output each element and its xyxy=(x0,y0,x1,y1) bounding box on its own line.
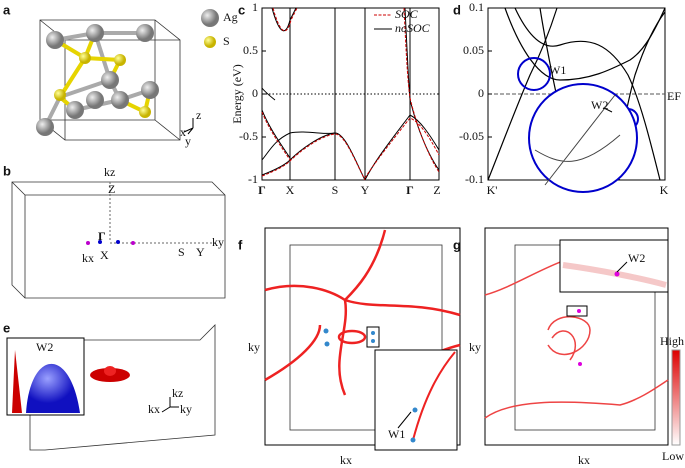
axis-label: kx xyxy=(148,402,160,416)
panel-label: d xyxy=(453,2,461,17)
panel-label: g xyxy=(453,237,461,252)
x-tick-label: Γ xyxy=(258,183,266,197)
node-label: W2 xyxy=(628,251,645,265)
ticks: 1 0.5 0 -0.5 -1 0.1 0.05 0 -0.05 -0.1 Γ X S Y Γ Z K' K xyxy=(239,0,669,197)
point-label: kx xyxy=(82,251,94,265)
axes-gizmo xyxy=(183,118,194,135)
x-tick-label: Γ xyxy=(406,183,414,197)
y-axis-label: Energy (eV) xyxy=(230,64,244,123)
point-label: S xyxy=(178,245,185,259)
point-label: Γ xyxy=(98,229,106,243)
point-label: Y xyxy=(196,245,205,259)
legend-label: SOC xyxy=(395,7,419,21)
y-tick-label: 0.5 xyxy=(243,43,258,57)
y-tick-label: -0.05 xyxy=(459,129,484,143)
x-tick-label: Z xyxy=(433,183,440,197)
fermi-label: EF xyxy=(667,89,681,103)
node-label: W2 xyxy=(591,98,608,112)
y-tick-label: 0 xyxy=(252,86,258,100)
crystal xyxy=(36,19,181,141)
point-label: Z xyxy=(108,182,115,196)
x-axis-label: kx xyxy=(340,453,352,467)
panel-label: b xyxy=(3,163,11,178)
y-tick-label: 0.1 xyxy=(469,0,484,14)
axis-label: x xyxy=(180,125,186,139)
x-tick-label: S xyxy=(332,183,339,197)
axis-label: y xyxy=(185,134,191,148)
point-label: ky xyxy=(212,235,224,249)
y-tick-label: -0.1 xyxy=(465,172,484,186)
point-label: kz xyxy=(104,165,115,179)
fermi-arc-plot: f W1 ky kx xyxy=(238,227,461,467)
axes-gizmo xyxy=(161,397,179,413)
x-axis-label: kx xyxy=(578,453,590,467)
fermi-arc-plot: g W2 ky kx High Low xyxy=(453,227,684,467)
x-tick-label: X xyxy=(286,183,295,197)
colorbar xyxy=(671,349,681,446)
y-tick-label: -0.5 xyxy=(239,129,258,143)
y-axis-label: ky xyxy=(469,340,481,354)
colorbar-label: High xyxy=(660,334,684,348)
axis-label: z xyxy=(196,108,201,122)
node-label: W2 xyxy=(36,340,53,354)
point-label: X xyxy=(100,248,109,262)
panel-label: e xyxy=(3,320,10,335)
y-tick-label: 0 xyxy=(478,86,484,100)
y-axis-label: ky xyxy=(248,340,260,354)
x-tick-label: Y xyxy=(361,183,370,197)
band-plot: c SOC noSOC Energy (eV) xyxy=(230,2,440,181)
brillouin-zone xyxy=(11,181,226,299)
panel-label: f xyxy=(238,237,243,252)
brillouin-zone xyxy=(29,324,216,451)
axis-label: kz xyxy=(172,386,183,400)
path xyxy=(109,182,218,244)
y-tick-label: -1 xyxy=(248,172,258,186)
panel-label: a xyxy=(3,2,11,17)
x-tick-label: K' xyxy=(487,183,498,197)
legend-swatch xyxy=(204,36,216,48)
y-tick-label: 0.05 xyxy=(463,43,484,57)
legend-label: Ag xyxy=(223,10,238,24)
legend-label: noSOC xyxy=(395,21,431,35)
node-label: W1 xyxy=(388,427,405,441)
legend-label: S xyxy=(223,34,230,48)
axis-label: ky xyxy=(180,402,192,416)
y-tick-label: 1 xyxy=(252,0,258,14)
panel-label: c xyxy=(238,2,245,17)
legend-swatch xyxy=(201,9,219,27)
node-label: W1 xyxy=(549,63,566,77)
x-tick-label: K xyxy=(660,183,669,197)
band-plot: d W1 W2 EF xyxy=(453,2,681,193)
colorbar-label: Low xyxy=(662,449,684,463)
